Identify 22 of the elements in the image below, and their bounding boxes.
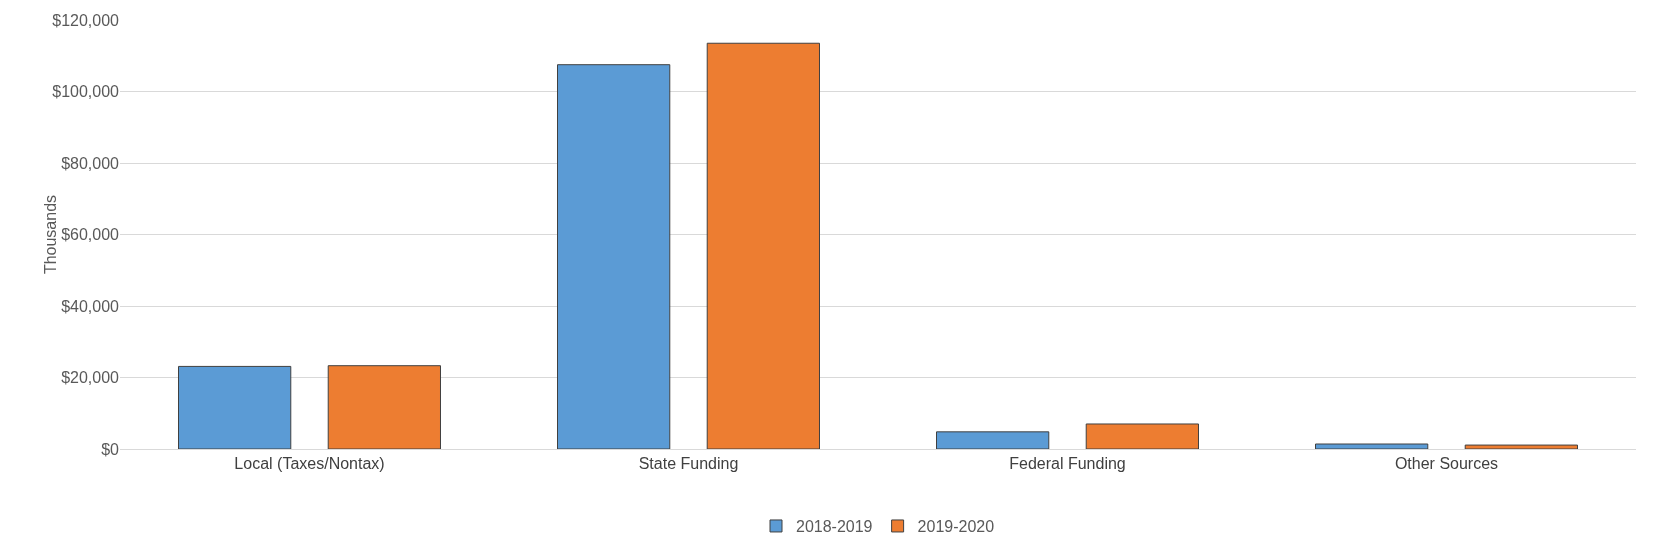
y-axis-title: Thousands [42,194,60,275]
legend-label: 2019-2020 [917,518,995,536]
y-tick-label: $60,000 [61,226,120,244]
x-tick-label: State Funding [638,455,739,473]
bar [557,64,671,449]
bar [936,431,1050,449]
bar [1315,443,1429,449]
x-tick-label: Other Sources [1394,455,1499,473]
y-tick-label: $80,000 [61,154,120,172]
bar [178,365,292,449]
legend-label: 2018-2019 [796,518,873,536]
x-tick-label: Local (Taxes/Nontax) [234,455,385,473]
y-tick-label: $0 [101,440,120,458]
bar [1085,423,1199,449]
y-tick-label: $100,000 [52,83,120,101]
bar [327,365,441,449]
x-tick-label: Federal Funding [1009,455,1126,473]
y-tick-label: $120,000 [52,11,120,29]
bar [706,42,820,449]
y-tick-label: $20,000 [61,369,120,387]
bar [1464,444,1578,449]
y-tick-label: $40,000 [61,297,120,315]
